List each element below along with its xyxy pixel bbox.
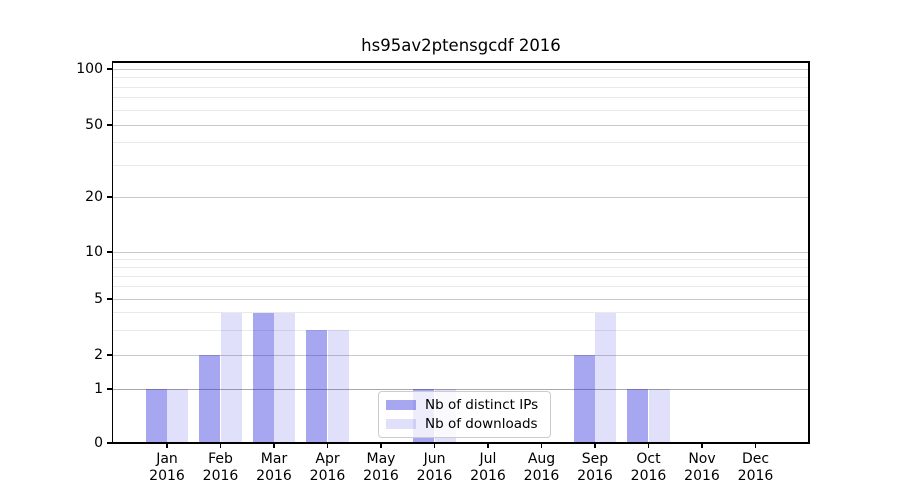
legend-item-distinct-ips: Nb of distinct IPs [386,397,543,413]
chart-title: hs95av2ptensgcdf 2016 [361,36,561,55]
x-tick-label-dec-2016: Dec 2016 [737,451,774,484]
x-tick-mark-2 [219,443,222,448]
x-tick-label-may-2016: May 2016 [363,451,399,484]
gridline-minor-30 [113,164,808,166]
bar-distinct-ips-oct-2016 [627,389,649,442]
gridline-major-5 [113,298,808,300]
legend-swatch-downloads [386,419,416,429]
bar-downloads-feb-2016 [220,312,242,442]
bar-downloads-jan-2016 [167,389,189,442]
bar-downloads-sep-2016 [595,312,617,442]
legend-label: Nb of downloads [425,416,538,432]
y-tick-mark-50 [107,124,112,126]
y-tick-mark-0 [107,442,112,444]
y-tick-label-5: 5 [94,291,103,307]
x-tick-label-jun-2016: Jun 2016 [416,451,453,484]
bar-distinct-ips-mar-2016 [252,312,274,442]
y-tick-label-0: 0 [94,435,103,451]
gridline-minor-40 [113,142,808,144]
right-spine [808,61,810,444]
x-tick-label-apr-2016: Apr 2016 [309,451,346,484]
x-tick-label-mar-2016: Mar 2016 [256,451,292,484]
x-tick-mark-9 [594,443,596,448]
x-tick-mark-12 [754,443,757,448]
y-tick-label-1: 1 [94,381,103,397]
x-tick-mark-6 [433,443,436,448]
x-tick-mark-8 [540,443,543,448]
y-tick-label-10: 10 [85,244,103,260]
y-tick-mark-2 [107,354,112,356]
legend-item-downloads: Nb of downloads [386,416,543,432]
gridline-minor-3 [113,329,808,331]
bar-distinct-ips-jan-2016 [145,389,167,442]
gridline-major-100 [113,68,808,70]
gridline-minor-8 [113,266,808,268]
bar-distinct-ips-sep-2016 [573,355,595,442]
y-tick-mark-5 [107,298,112,300]
bottom-spine [111,442,810,444]
x-tick-label-sep-2016: Sep 2016 [577,451,613,484]
bar-downloads-apr-2016 [327,330,349,442]
gridline-major-50 [113,124,808,126]
x-tick-mark-4 [326,443,329,448]
y-tick-label-20: 20 [85,189,103,205]
gridline-minor-9 [113,258,808,260]
gridline-major-1 [113,388,808,390]
x-tick-mark-1 [166,443,168,448]
gridline-minor-6 [113,286,808,288]
legend-label: Nb of distinct IPs [425,397,539,413]
gridline-major-2 [113,354,808,356]
top-spine [111,61,810,63]
x-tick-label-jan-2016: Jan 2016 [149,451,185,484]
x-tick-label-nov-2016: Nov 2016 [684,451,720,484]
x-tick-mark-11 [701,443,703,448]
bar-distinct-ips-apr-2016 [306,330,328,442]
x-tick-mark-7 [487,443,489,448]
gridline-minor-70 [113,97,808,99]
x-tick-label-feb-2016: Feb 2016 [202,451,239,484]
y-tick-mark-10 [107,251,112,253]
x-tick-label-jul-2016: Jul 2016 [470,451,506,484]
bar-downloads-oct-2016 [648,389,670,442]
x-tick-label-oct-2016: Oct 2016 [630,451,667,484]
bar-downloads-mar-2016 [274,312,296,442]
x-tick-label-aug-2016: Aug 2016 [523,451,560,484]
legend-swatch-distinct-ips [386,400,416,410]
y-tick-mark-100 [107,68,112,70]
x-tick-mark-10 [647,443,650,448]
gridline-major-10 [113,251,808,253]
x-tick-mark-5 [380,443,382,448]
gridline-major-20 [113,196,808,198]
x-tick-mark-3 [273,443,275,448]
y-tick-label-50: 50 [85,117,103,133]
gridline-minor-80 [113,86,808,88]
y-tick-mark-20 [107,196,112,198]
gridline-minor-7 [113,275,808,277]
legend: Nb of distinct IPs Nb of downloads [378,391,551,438]
y-tick-label-100: 100 [76,61,103,77]
gridline-minor-60 [113,109,808,111]
gridline-minor-90 [113,77,808,78]
y-tick-label-2: 2 [94,347,103,363]
left-spine [111,61,114,444]
y-tick-mark-1 [107,388,112,390]
bar-distinct-ips-feb-2016 [199,355,221,442]
gridline-minor-4 [113,312,808,314]
